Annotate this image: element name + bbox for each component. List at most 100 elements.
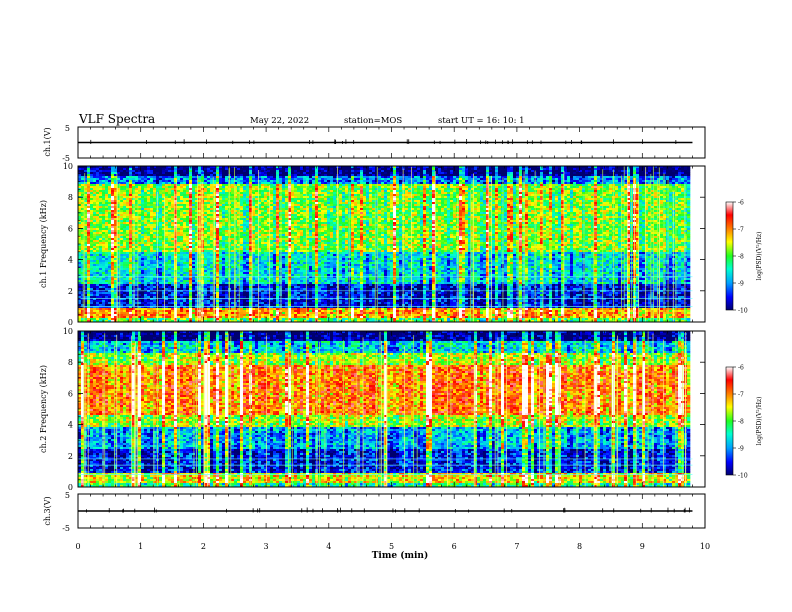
spectrogram-cell [87,198,91,201]
spectrogram-cell [291,202,295,205]
spectrogram-cell [558,178,562,181]
spectrogram-cell [138,212,142,215]
spectrogram-cell [267,190,271,193]
spectrogram-cell [219,188,223,191]
spectrogram-cell [291,206,295,209]
spectrogram-cell [456,188,460,191]
spectrogram-cell [531,204,535,207]
spectrogram-cell [153,202,157,205]
spectrogram-cell [339,212,343,215]
spectrogram-cell [117,168,121,171]
spectrogram-cell [96,200,100,203]
spectrogram-cell [138,180,142,183]
spectrogram-cell [411,210,415,213]
spectrogram-cell [333,166,337,169]
spectrogram-cell [219,206,223,209]
spectrogram-cell [390,184,394,187]
spectrogram-cell [531,176,535,179]
spectrogram-cell [606,206,610,209]
spectrogram-cell [378,204,382,207]
spectrogram-cell [570,184,574,187]
spectrogram-cell [315,210,319,213]
spectrogram-cell [651,188,655,191]
spectrogram-cell [315,206,319,209]
spectrogram-cell [555,208,559,211]
spectrogram-cell [189,196,193,199]
spectrogram-cell [537,196,541,199]
spectrogram-cell [444,172,448,175]
spectrogram-cell [129,192,133,195]
spectrogram-cell [444,186,448,189]
spectrogram-cell [381,212,385,215]
spectrogram-cell [264,190,268,193]
spectrogram-cell [576,174,580,177]
spectrogram-cell [189,190,193,193]
spectrogram-cell [324,200,328,203]
spectrogram-cell [624,194,628,197]
spectrogram-cell [372,182,376,185]
spectrogram-cell [648,186,652,189]
spectrogram-cell [378,172,382,175]
spectrogram-cell [180,168,184,171]
spectrogram-cell [654,184,658,187]
spectrogram-cell [219,166,223,169]
spectrogram-cell [597,174,601,177]
spectrogram-cell [594,194,598,197]
spectrogram-cell [597,204,601,207]
spectrogram-cell [282,212,286,215]
spectrogram-cell [627,166,631,169]
spectrogram-cell [375,202,379,205]
spectrogram-cell [573,188,577,191]
spectrogram-cell [480,172,484,175]
spectrogram-cell [168,174,172,177]
spectrogram-cell [345,206,349,209]
spectrogram-cell [615,202,619,205]
spectrogram-cell [438,176,442,179]
spectrogram-cell [348,172,352,175]
spectrogram-cell [639,192,643,195]
spectrogram-cell [597,182,601,185]
spectrogram-cell [108,204,112,207]
spectrogram-cell [102,170,106,173]
spectrogram-cell [531,188,535,191]
spectrogram-cell [411,174,415,177]
spectrogram-cell [210,188,214,191]
spectrogram-cell [249,188,253,191]
spectrogram-cell [195,172,199,175]
spectrogram-cell [321,198,325,201]
spectrogram-cell [609,208,613,211]
spectrogram-cell [252,198,256,201]
spectrogram-cell [150,194,154,197]
spectrogram-cell [561,192,565,195]
spectrogram-cell [588,180,592,183]
spectrogram-cell [594,184,598,187]
spectrogram-cell [348,206,352,209]
spectrogram-cell [306,188,310,191]
spectrogram-cell [567,206,571,209]
spectrogram-cell [642,178,646,181]
spectrogram-cell [81,206,85,209]
spectrogram-cell [306,206,310,209]
spectrogram-cell [243,200,247,203]
spectrogram-cell [135,196,139,199]
spectrogram-cell [408,206,412,209]
spectrogram-cell [591,188,595,191]
spectrogram-cell [492,166,496,169]
spectrogram-cell [168,212,172,215]
spectrogram-cell [84,174,88,177]
spectrogram-cell [114,206,118,209]
spectrogram-cell [513,176,517,179]
spectrogram-cell [99,186,103,189]
spectrogram-cell [579,190,583,193]
spectrogram-cell [651,166,655,169]
spectrogram-cell [342,196,346,199]
spectrogram-cell [669,172,673,175]
spectrogram-cell [177,192,181,195]
spectrogram-cell [150,192,154,195]
spectrogram-cell [459,188,463,191]
spectrogram-cell [297,192,301,195]
spectrogram-cell [171,166,175,169]
spectrogram-cell [456,176,460,179]
spectrogram-cell [522,176,526,179]
spectrogram-cell [519,180,523,183]
